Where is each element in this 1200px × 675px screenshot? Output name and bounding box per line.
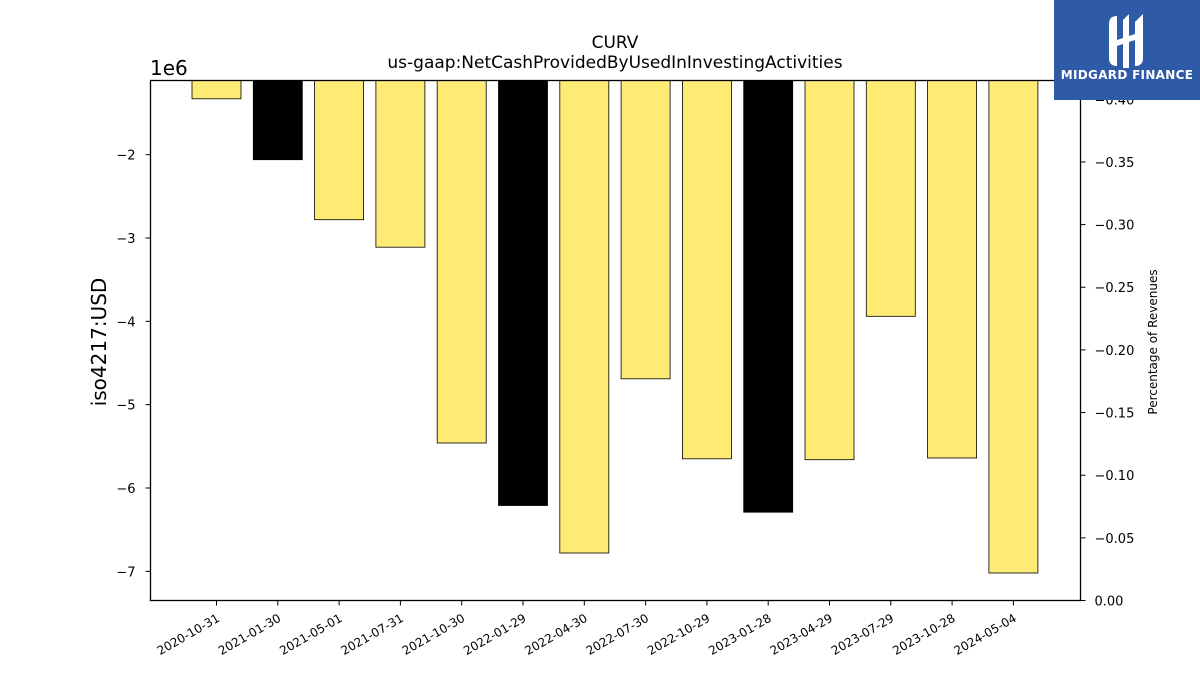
y-axis-label: iso4217:USD: [87, 278, 111, 407]
x-tick-label: 2021-01-30: [216, 611, 283, 658]
bar-series: [191, 80, 1039, 574]
y-tick-label: −7: [116, 565, 135, 580]
bar-2020-10-31: [191, 80, 242, 100]
x-tick-label: 2022-10-29: [645, 611, 712, 658]
x-tick-label: 2022-07-30: [584, 611, 651, 658]
logo-text: MIDGARD FINANCE: [1060, 68, 1194, 82]
x-axis-ticks: 2020-10-312021-01-302021-05-012021-07-31…: [155, 600, 1019, 658]
bar-2021-07-31: [375, 80, 426, 248]
x-tick-label: 2021-05-01: [277, 611, 344, 658]
y-tick-label: −5: [116, 399, 135, 414]
x-tick-label: 2023-10-28: [890, 611, 957, 658]
chart-subtitle: us-gaap:NetCashProvidedByUsedInInvesting…: [387, 53, 842, 73]
bar-2022-04-30: [559, 80, 610, 554]
bar-2021-10-30: [436, 80, 487, 444]
x-tick-label: 2023-07-29: [829, 611, 896, 658]
bar-2023-04-29: [804, 80, 855, 461]
y2-axis-ticks: −0.40−0.35−0.30−0.25−0.20−0.15−0.10−0.05…: [1080, 93, 1135, 610]
y2-tick-label: −0.35: [1095, 156, 1135, 171]
bar-2021-05-01: [314, 80, 365, 221]
y2-tick-label: −0.15: [1095, 407, 1135, 422]
y-axis-offset-label: 1e6: [150, 56, 188, 80]
x-tick-label: 2020-10-31: [155, 611, 222, 658]
midgard-logo-icon: [1109, 14, 1143, 68]
y2-tick-label: −0.25: [1095, 281, 1135, 296]
bar-2024-05-04: [988, 80, 1039, 574]
x-tick-label: 2022-04-30: [522, 611, 589, 658]
plot-frame: [149, 79, 1082, 602]
y2-tick-label: −0.20: [1095, 344, 1135, 359]
x-tick-label: 2021-07-31: [338, 611, 405, 658]
y2-tick-label: 0.00: [1095, 595, 1124, 610]
y-tick-label: −3: [116, 232, 135, 247]
bar-2023-10-28: [927, 80, 977, 459]
x-tick-label: 2022-01-29: [461, 611, 528, 658]
bar-2023-07-29: [865, 80, 916, 317]
y2-axis-label: Percentage of Revenues: [1146, 269, 1160, 414]
y2-tick-label: −0.30: [1095, 219, 1135, 234]
bar-2022-01-29: [498, 80, 548, 506]
bar-2022-07-30: [620, 80, 671, 380]
x-tick-label: 2023-01-28: [706, 611, 773, 658]
chart-title: CURV: [592, 33, 639, 53]
y2-tick-label: −0.10: [1095, 469, 1135, 484]
midgard-finance-logo: MIDGARD FINANCE: [1054, 0, 1200, 100]
bar-2022-10-29: [682, 80, 732, 460]
bar-2021-01-30: [252, 80, 303, 161]
x-tick-label: 2024-05-04: [951, 611, 1018, 658]
y-tick-label: −2: [116, 149, 135, 164]
y2-tick-label: −0.05: [1095, 532, 1135, 547]
y-axis-ticks: −2 −3 −4 −5 −6 −7: [116, 149, 151, 580]
y-tick-label: −6: [116, 482, 135, 497]
bar-2023-01-28: [743, 80, 794, 513]
x-tick-label: 2021-10-30: [400, 611, 467, 658]
x-tick-label: 2023-04-29: [768, 611, 835, 658]
y-tick-label: −4: [116, 315, 135, 330]
